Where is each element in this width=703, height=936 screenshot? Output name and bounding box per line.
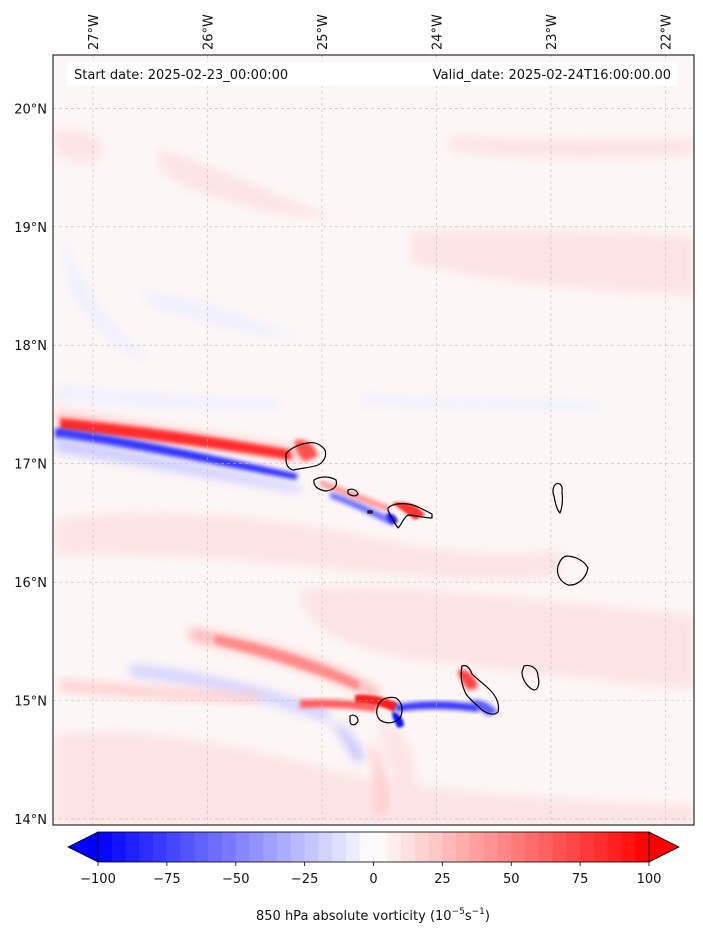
- island-brava: [349, 714, 359, 726]
- lat-tick-label: 16°N: [14, 576, 47, 591]
- colorbar-step: [194, 832, 209, 862]
- colorbar-extend-high: [648, 831, 680, 863]
- colorbar-steps: [98, 832, 650, 862]
- colorbar-step: [153, 832, 168, 862]
- lat-tick-label: 17°N: [14, 458, 47, 473]
- colorbar-step: [332, 832, 347, 862]
- colorbar-step: [180, 832, 196, 862]
- start-date-label: Start date: 2025-02-23_00:00:00: [74, 68, 288, 83]
- colorbar-step: [139, 832, 154, 862]
- lat-tick-label: 18°N: [14, 339, 47, 354]
- colorbar-tick-label: −75: [153, 872, 180, 887]
- colorbar-extend-low: [67, 831, 99, 863]
- colorbar-step: [538, 832, 554, 862]
- colorbar-tick-label: −50: [222, 872, 249, 887]
- lat-tick-label: 14°N: [14, 813, 47, 828]
- colorbar-tick-label: −100: [80, 872, 116, 887]
- colorbar-step: [497, 832, 512, 862]
- colorbar-tick-label: 50: [503, 872, 520, 887]
- lon-tick-label: 27°W: [87, 14, 102, 50]
- colorbar-step: [387, 832, 402, 862]
- colorbar-step: [221, 832, 237, 862]
- colorbar-label-text: 850 hPa absolute vorticity (10: [256, 909, 452, 924]
- colorbar-step: [456, 832, 471, 862]
- island-fogo: [376, 696, 403, 724]
- lat-tick-label: 20°N: [14, 102, 47, 117]
- colorbar-step: [635, 832, 650, 862]
- colorbar-step: [166, 832, 182, 862]
- southern-shear-band: [60, 628, 498, 815]
- colorbar-label-exp2: −1: [472, 907, 485, 917]
- lon-tick-label: 26°W: [202, 14, 217, 50]
- colorbar-step: [263, 832, 278, 862]
- lon-tick-label: 22°W: [659, 14, 674, 50]
- colorbar-tick-label: 25: [434, 872, 451, 887]
- colorbar-label-exp1: −5: [452, 907, 465, 917]
- island-maio: [521, 664, 540, 691]
- weak-positive-patches: [55, 129, 694, 825]
- island-branco: [367, 510, 373, 514]
- colorbar-step: [621, 832, 636, 862]
- colorbar-step: [580, 832, 595, 862]
- colorbar-step: [98, 832, 113, 862]
- lon-tick-label: 24°W: [430, 14, 445, 50]
- colorbar-step: [401, 832, 416, 862]
- colorbar-step: [249, 832, 264, 862]
- island-sao-vicente: [313, 476, 338, 492]
- colorbar-step: [511, 832, 526, 862]
- colorbar-label: 850 hPa absolute vorticity (10−5s−1): [256, 907, 490, 924]
- lat-tick-label: 15°N: [14, 695, 47, 710]
- lat-tick-label: 19°N: [14, 221, 47, 236]
- island-boa-vista: [556, 555, 589, 586]
- colorbar-step: [414, 832, 430, 862]
- colorbar-step: [373, 832, 388, 862]
- info-box: [67, 62, 677, 86]
- colorbar-step: [607, 832, 623, 862]
- colorbar-step: [359, 832, 375, 862]
- longitude-labels: 27°W 26°W 25°W 24°W 23°W 22°W: [87, 14, 674, 50]
- colorbar-step: [290, 832, 306, 862]
- island-santa-luzia: [347, 488, 359, 497]
- valid-date-label: Valid_date: 2025-02-24T16:00:00.00: [433, 68, 671, 83]
- colorbar-step: [469, 832, 485, 862]
- colorbar-step: [552, 832, 567, 862]
- colorbar-tick-label: −25: [291, 872, 318, 887]
- colorbar: −100 −75 −50 −25 0 25 50 75 100 850 hPa absolute…: [67, 831, 680, 924]
- map-frame: [52, 54, 695, 826]
- colorbar-tick-label: 100: [637, 872, 662, 887]
- island-santiago: [460, 664, 500, 715]
- lon-tick-label: 23°W: [545, 14, 560, 50]
- colorbar-label-close: ): [485, 909, 490, 924]
- colorbar-step: [525, 832, 540, 862]
- lon-tick-label: 25°W: [316, 14, 331, 50]
- coastlines: [285, 441, 589, 726]
- colorbar-step: [235, 832, 251, 862]
- colorbar-step: [318, 832, 333, 862]
- island-santo-antao: [285, 441, 327, 471]
- colorbar-step: [442, 832, 457, 862]
- island-sal: [552, 482, 563, 514]
- colorbar-step: [111, 832, 127, 862]
- colorbar-step: [304, 832, 319, 862]
- graticule: [53, 55, 694, 825]
- vorticity-field: [55, 129, 694, 825]
- latitude-labels: 20°N 19°N 18°N 17°N 16°N 15°N 14°N: [14, 102, 47, 828]
- island-sao-nicolau: [387, 503, 433, 529]
- colorbar-label-unit: s: [465, 909, 472, 924]
- colorbar-step: [593, 832, 609, 862]
- colorbar-tick-label: 0: [369, 872, 377, 887]
- weak-negative-patches: [55, 230, 600, 410]
- colorbar-step: [208, 832, 223, 862]
- colorbar-step: [566, 832, 581, 862]
- colorbar-step: [483, 832, 499, 862]
- colorbar-ticks: −100 −75 −50 −25 0 25 50 75 100: [80, 862, 661, 887]
- colorbar-step: [345, 832, 361, 862]
- colorbar-tick-label: 75: [572, 872, 589, 887]
- colorbar-step: [125, 832, 140, 862]
- colorbar-step: [428, 832, 443, 862]
- colorbar-step: [277, 832, 292, 862]
